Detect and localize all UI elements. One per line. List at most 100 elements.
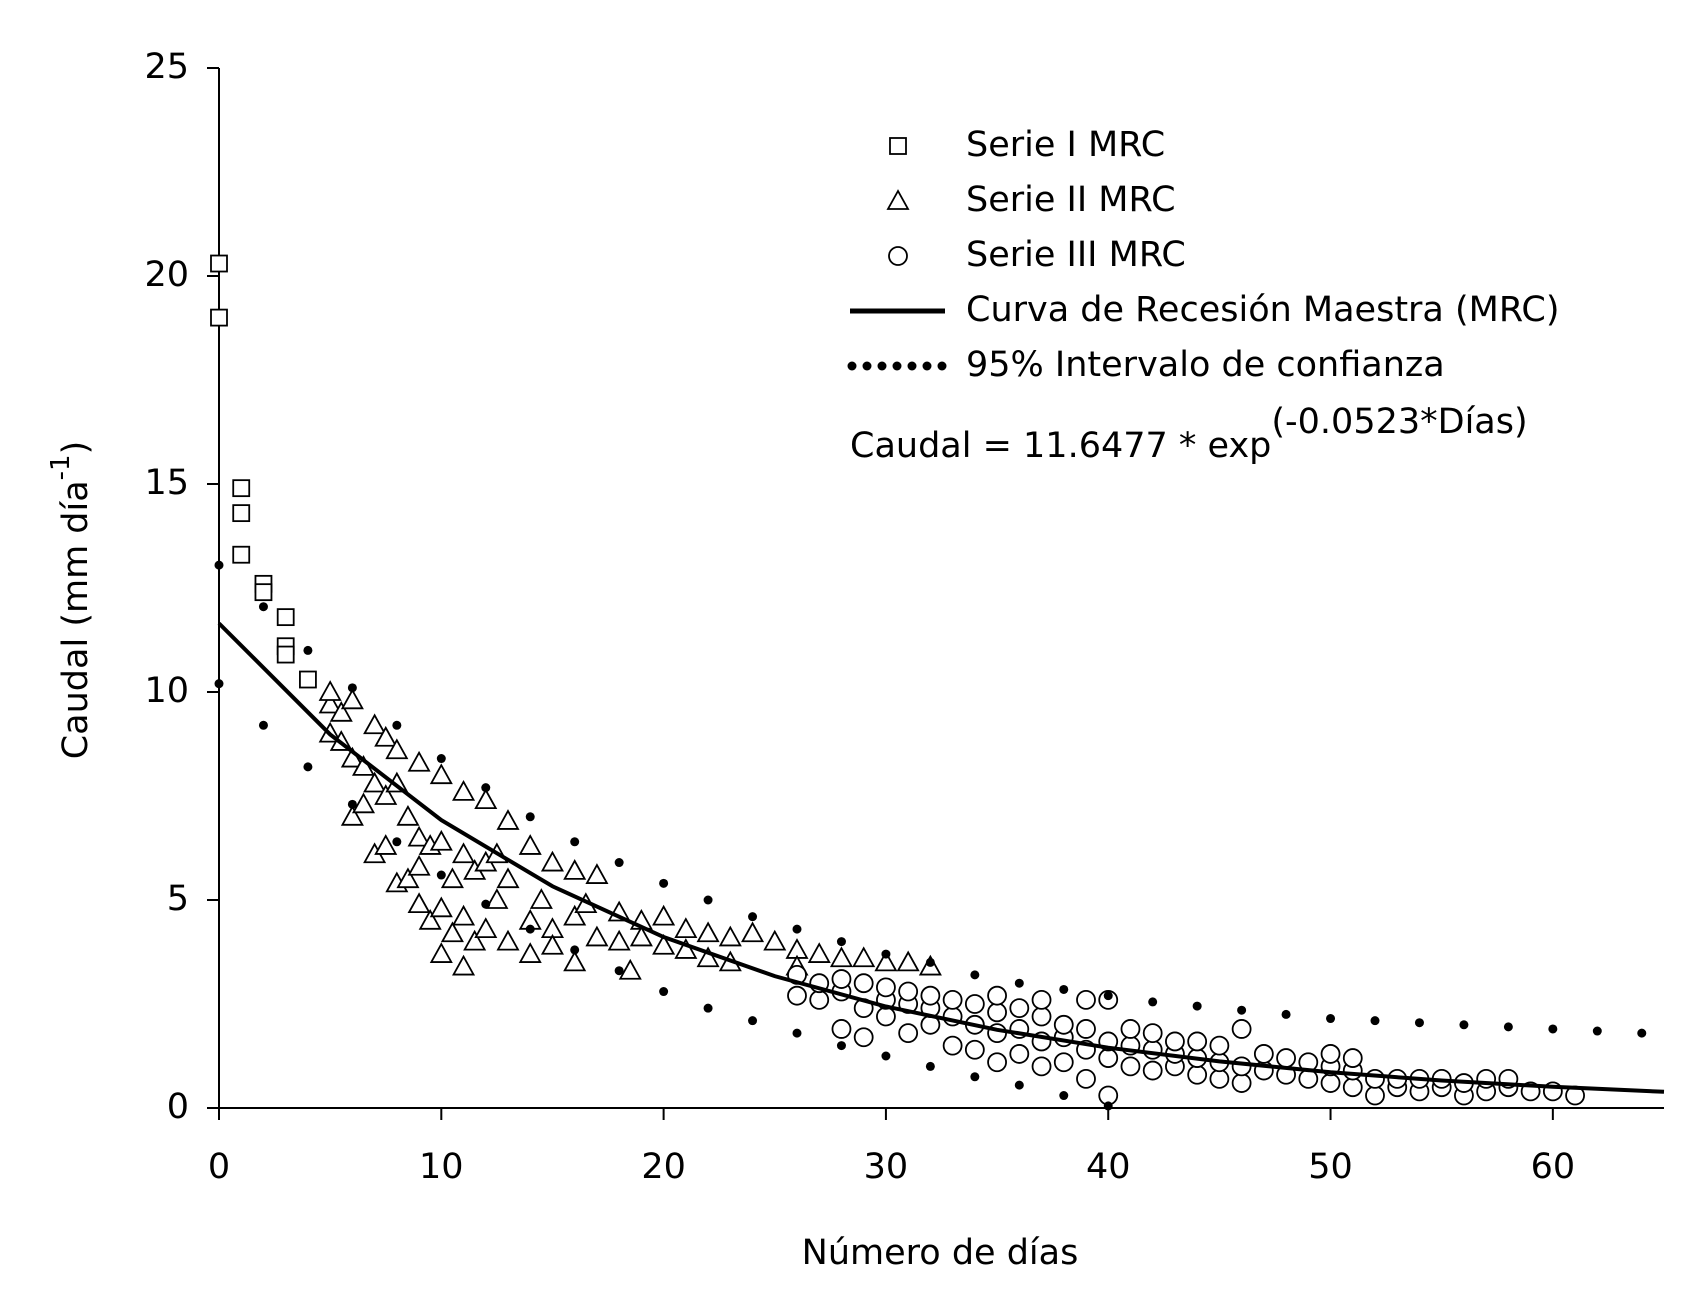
ci-dot	[1637, 1028, 1647, 1038]
triangle-point	[374, 834, 398, 855]
y-axis-label: Caudal (mm día-1)	[46, 441, 97, 760]
ci-dot	[258, 602, 268, 612]
triangle-point	[452, 779, 476, 801]
square-point	[210, 308, 228, 327]
triangle-point	[396, 804, 420, 826]
square-point	[232, 479, 251, 498]
ci-dot	[481, 783, 491, 793]
triangle-point	[318, 680, 342, 701]
triangle-point	[351, 792, 376, 814]
triangle-point	[529, 888, 553, 909]
triangle-point	[563, 904, 587, 926]
y-tick-label: 25	[144, 47, 189, 87]
triangle-point	[363, 713, 387, 735]
triangle-point	[374, 725, 398, 747]
circle-point	[1031, 989, 1052, 1010]
ci-dot	[570, 837, 580, 847]
square-point	[210, 254, 228, 273]
circle-point	[1076, 989, 1096, 1010]
ci-dot	[614, 966, 624, 976]
triangle-point	[429, 942, 453, 963]
circle-point	[1053, 1052, 1074, 1073]
circle-point	[987, 985, 1007, 1006]
ci-dot	[1503, 1022, 1513, 1032]
triangle-point	[540, 850, 564, 872]
triangle-point	[385, 738, 409, 760]
triangle-point	[585, 925, 609, 947]
x-tick-label: 50	[1308, 1147, 1353, 1187]
circle-point	[898, 1023, 919, 1044]
ci-dot	[1192, 1001, 1202, 1011]
triangle-point	[563, 950, 587, 972]
triangle-point	[652, 904, 676, 926]
ci-dot	[525, 924, 535, 934]
ci-dot	[303, 645, 313, 655]
ci-dot	[970, 970, 980, 980]
triangle-point	[886, 189, 910, 210]
x-tick-label: 10	[419, 1147, 464, 1187]
circle-point	[964, 1039, 985, 1060]
y-tick-label: 15	[144, 463, 189, 503]
square-point	[299, 670, 317, 689]
circle-point	[1031, 1006, 1052, 1027]
triangle-point	[674, 917, 698, 939]
square-point	[232, 545, 251, 564]
triangle-point	[340, 804, 364, 826]
y-tick-label: 0	[167, 1087, 189, 1127]
ci-dot	[1326, 1014, 1336, 1024]
x-tick-label: 60	[1531, 1147, 1576, 1187]
ci-dot	[436, 870, 446, 880]
ci-dot	[892, 361, 902, 371]
circle-point	[1031, 1056, 1052, 1077]
ci-dot	[792, 924, 802, 934]
circle-point	[1165, 1031, 1185, 1052]
circle-point	[1009, 1044, 1030, 1064]
circle-point	[898, 981, 919, 1002]
triangle-point	[896, 950, 920, 972]
legend-label: Serie II MRC	[966, 180, 1176, 220]
circle-point	[1231, 1056, 1252, 1077]
ci-dot	[703, 1003, 713, 1013]
triangle-point	[607, 929, 631, 951]
ci-dot	[1459, 1020, 1469, 1030]
ci-dot	[1370, 1016, 1380, 1026]
triangle-point	[496, 867, 520, 889]
ci-dot	[1237, 1005, 1247, 1015]
triangle-point	[407, 825, 431, 847]
ci-dot	[907, 361, 917, 371]
square-point	[254, 583, 273, 602]
triangle-point	[518, 834, 542, 855]
circle-point	[888, 246, 908, 266]
triangle-point	[618, 958, 642, 980]
x-tick-label: 30	[864, 1147, 909, 1187]
ci-dot	[836, 1041, 846, 1051]
circle-point	[942, 1035, 963, 1056]
triangle-point	[652, 933, 676, 955]
circle-point	[1253, 1044, 1274, 1064]
triangle-point	[418, 908, 442, 930]
y-tick-label: 5	[167, 879, 189, 919]
triangle-point	[429, 896, 453, 918]
triangle-point	[429, 763, 453, 785]
ci-dot	[937, 361, 947, 371]
ci-dot	[659, 987, 669, 997]
ci-dot	[481, 899, 491, 909]
ci-dot	[347, 683, 357, 693]
triangle-point	[674, 938, 698, 959]
triangle-point	[518, 942, 542, 963]
circle-point	[942, 989, 963, 1010]
triangle-point	[540, 933, 564, 955]
circle-point	[987, 1002, 1007, 1023]
ci-dot	[214, 679, 224, 689]
ci-dot	[703, 895, 713, 905]
circle-point	[1209, 1068, 1230, 1089]
circle-point	[809, 989, 830, 1010]
circle-point	[1320, 1073, 1341, 1093]
triangle-point	[340, 688, 364, 710]
legend-label: Curva de Recesión Maestra (MRC)	[966, 290, 1560, 330]
y-tick-label: 10	[144, 671, 189, 711]
ci-dot	[881, 1051, 891, 1061]
ci-dot	[570, 945, 580, 955]
circle-point	[853, 973, 874, 994]
triangle-point	[696, 946, 720, 968]
